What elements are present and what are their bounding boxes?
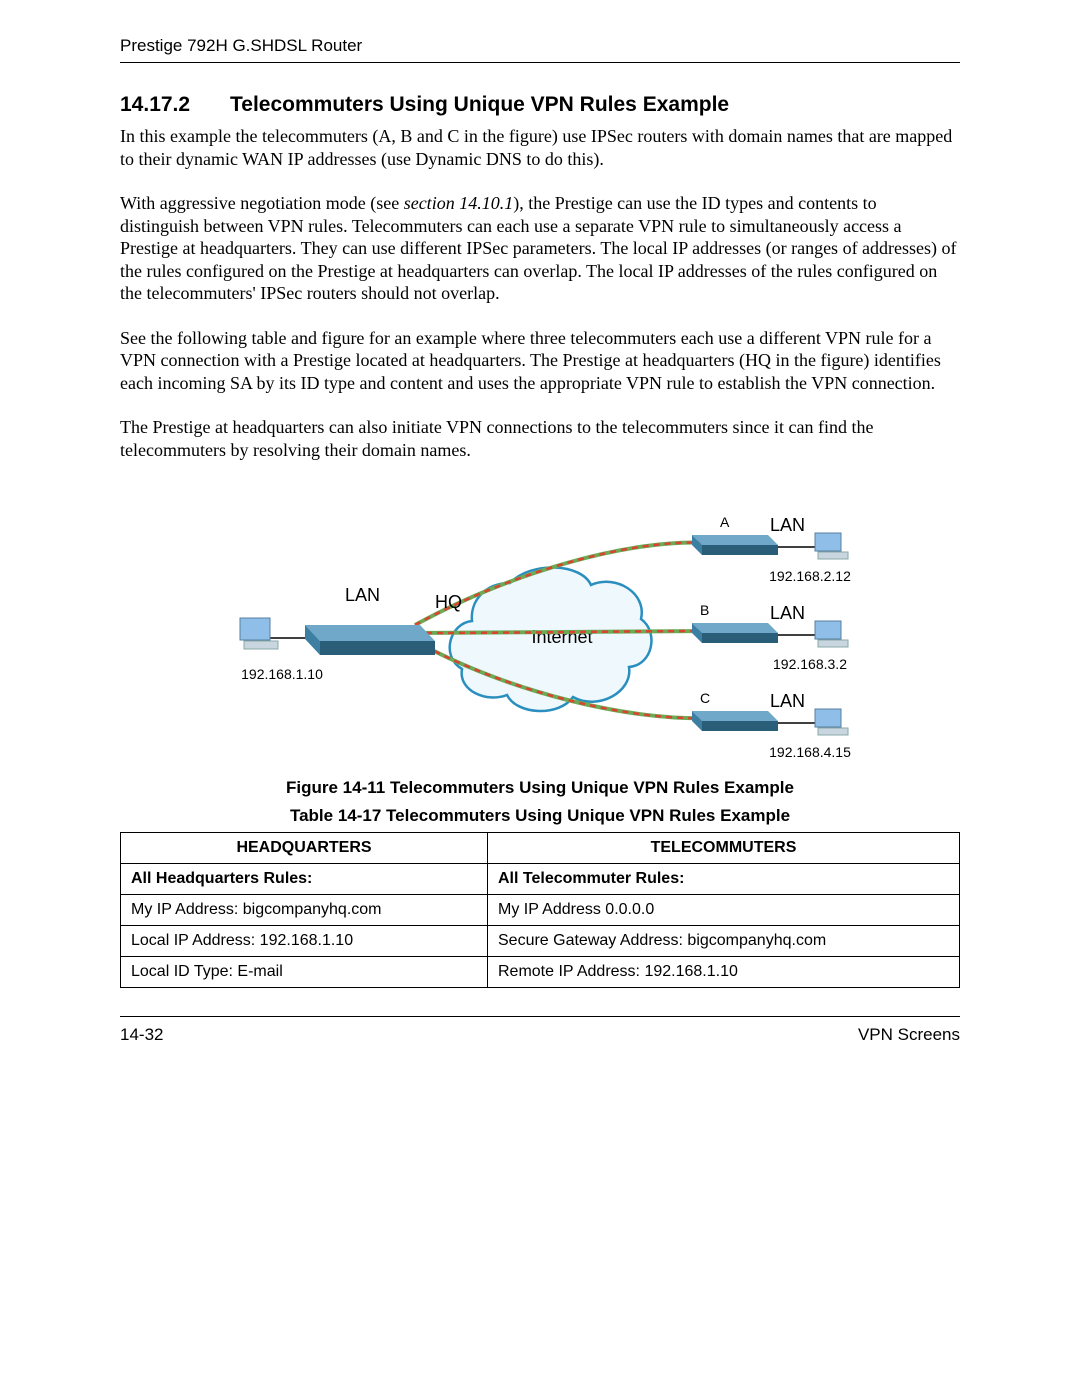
c-lan: LAN (770, 691, 805, 711)
page-footer: 14-32 VPN Screens (120, 1016, 960, 1045)
table-row: Local ID Type: E-mail Remote IP Address:… (121, 957, 960, 988)
th-tc: TELECOMMUTERS (488, 833, 960, 864)
p2-pre: With aggressive negotiation mode (see (120, 193, 404, 213)
c-ip: 192.168.4.15 (769, 744, 851, 760)
router-a-icon (692, 535, 778, 555)
cell-tc: My IP Address 0.0.0.0 (488, 895, 960, 926)
section-number: 14.17.2 (120, 93, 230, 117)
p2-ref: section 14.10.1 (404, 193, 514, 213)
section-name: VPN Screens (858, 1025, 960, 1045)
a-marker: A (720, 514, 730, 530)
a-ip: 192.168.2.12 (769, 568, 851, 584)
paragraph-4: The Prestige at headquarters can also in… (120, 416, 960, 461)
hq-pc-icon (240, 618, 305, 649)
paragraph-3: See the following table and figure for a… (120, 327, 960, 395)
vpn-rules-table: HEADQUARTERS TELECOMMUTERS All Headquart… (120, 832, 960, 988)
b-marker: B (700, 602, 709, 618)
b-ip: 192.168.3.2 (773, 656, 847, 672)
th-hq: HEADQUARTERS (121, 833, 488, 864)
hq-lan-label: LAN (345, 585, 380, 605)
table-header-row: HEADQUARTERS TELECOMMUTERS (121, 833, 960, 864)
cell-tc: Remote IP Address: 192.168.1.10 (488, 957, 960, 988)
hq-label: HQ (435, 592, 462, 612)
table-caption: Table 14-17 Telecommuters Using Unique V… (120, 806, 960, 826)
pc-c-icon (778, 709, 848, 735)
cell-hq: My IP Address: bigcompanyhq.com (121, 895, 488, 926)
b-lan: LAN (770, 603, 805, 623)
table-row: My IP Address: bigcompanyhq.com My IP Ad… (121, 895, 960, 926)
figure-caption: Figure 14-11 Telecommuters Using Unique … (120, 778, 960, 798)
sub-tc: All Telecommuter Rules: (488, 864, 960, 895)
internet-cloud: Internet (450, 567, 652, 711)
a-lan: LAN (770, 515, 805, 535)
product-name: Prestige 792H G.SHDSL Router (120, 36, 362, 55)
section-heading: 14.17.2Telecommuters Using Unique VPN Ru… (120, 93, 960, 117)
page-number: 14-32 (120, 1025, 163, 1045)
paragraph-2: With aggressive negotiation mode (see se… (120, 192, 960, 305)
pc-b-icon (778, 621, 848, 647)
cell-hq: Local IP Address: 192.168.1.10 (121, 926, 488, 957)
sub-hq: All Headquarters Rules: (121, 864, 488, 895)
router-c-icon (692, 711, 778, 731)
pc-a-icon (778, 533, 848, 559)
table-row: Local IP Address: 192.168.1.10 Secure Ga… (121, 926, 960, 957)
network-diagram: Internet HQ LAN (210, 483, 870, 768)
table-subheader-row: All Headquarters Rules: All Telecommuter… (121, 864, 960, 895)
cell-hq: Local ID Type: E-mail (121, 957, 488, 988)
hq-ip: 192.168.1.10 (241, 666, 323, 682)
page-header: Prestige 792H G.SHDSL Router (120, 36, 960, 63)
router-b-icon (692, 623, 778, 643)
cell-tc: Secure Gateway Address: bigcompanyhq.com (488, 926, 960, 957)
hq-router-icon (305, 625, 435, 655)
c-marker: C (700, 690, 710, 706)
paragraph-1: In this example the telecommuters (A, B … (120, 125, 960, 170)
section-title: Telecommuters Using Unique VPN Rules Exa… (230, 93, 729, 116)
